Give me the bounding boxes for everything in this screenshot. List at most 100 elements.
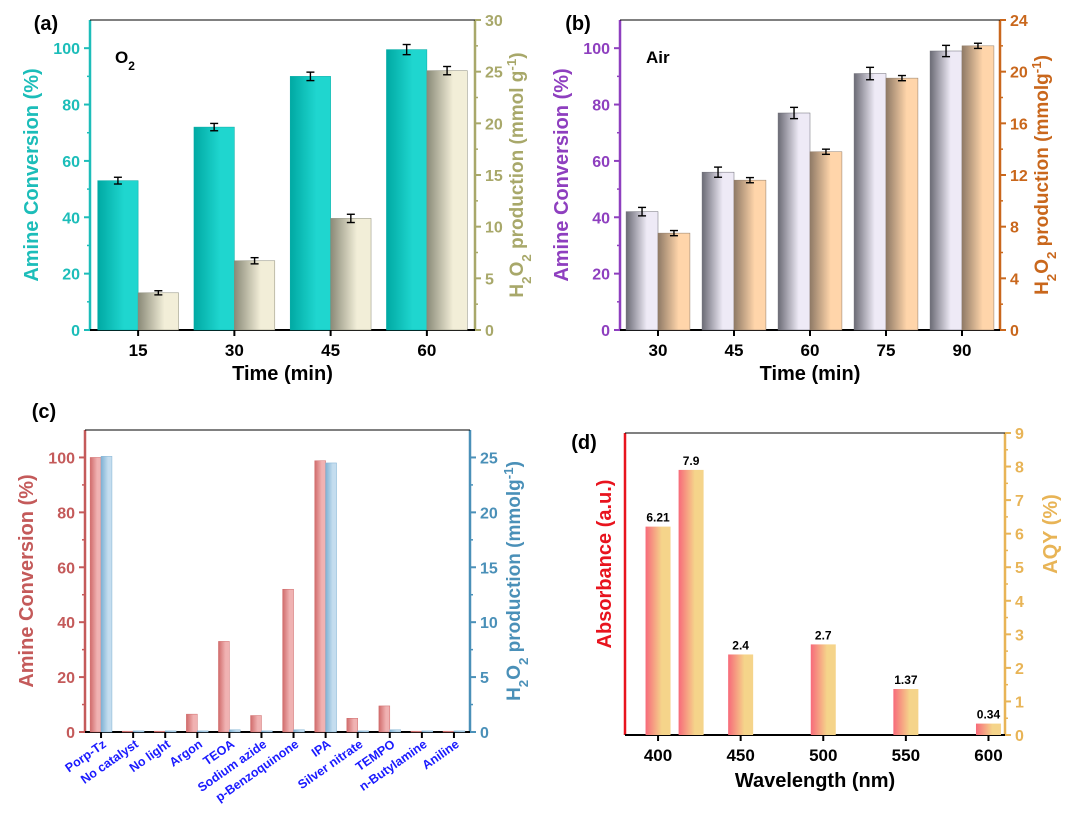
y-tick-label: 40 (62, 210, 80, 227)
x-category-label: Argon (167, 737, 205, 770)
bar-right-b (809, 151, 843, 331)
bar-data-label: 0.34 (977, 708, 1001, 722)
y2-tick-label: 6 (1015, 527, 1024, 544)
bar-left-b (929, 50, 963, 331)
y-axis-label: Amine Conversion (%) (551, 68, 573, 281)
y2-tick-label: 5 (485, 271, 494, 288)
y2-tick-label: 2 (1015, 661, 1024, 678)
panel-label: (a) (34, 13, 58, 35)
y2-axis-label: AQY (%) (1040, 494, 1062, 574)
bar-data-label: 7.9 (683, 454, 700, 468)
bar-left-c (250, 715, 262, 733)
x-tick-label: 45 (321, 341, 340, 360)
panel-label: (c) (32, 401, 56, 423)
y-tick-label: 100 (53, 41, 80, 58)
panel-b: (b) 30 45 60 75 90 0 20 40 60 80 100 0 4 8 12 16 20 24 Amin… (551, 13, 1059, 385)
x-tick-label: 500 (809, 746, 837, 765)
y2-tick-label: 25 (485, 65, 503, 82)
x-tick-label: 450 (726, 746, 754, 765)
x-tick-label: 75 (877, 341, 896, 360)
bar-right-a (137, 292, 179, 331)
y-tick-label: 20 (57, 670, 75, 687)
panel-label: (b) (565, 13, 591, 35)
y-tick-label: 80 (592, 98, 610, 115)
x-tick-label: 60 (801, 341, 820, 360)
x-tick-label: 90 (953, 341, 972, 360)
bar-left-c (218, 641, 230, 733)
bar-right-b (885, 77, 919, 331)
y-tick-label: 20 (592, 267, 610, 284)
bar-right-c (197, 730, 209, 733)
y2-tick-label: 16 (1010, 116, 1028, 133)
bar-right-c (421, 730, 434, 733)
y2-tick-label: 20 (485, 116, 503, 133)
y2-tick-label: 20 (480, 505, 498, 522)
y2-tick-label: 1 (1015, 694, 1024, 711)
bar-data-label: 1.37 (894, 673, 918, 687)
bar-right-c (132, 730, 145, 733)
x-tick-label: 600 (974, 746, 1002, 765)
y-tick-label: 20 (62, 267, 80, 284)
bar-left-b (777, 112, 811, 331)
x-axis-label: Wavelength (nm) (735, 770, 895, 792)
y2-tick-label: 4 (1010, 271, 1019, 288)
y2-axis-label: H2O2 production (mmolg-1) (1029, 55, 1059, 295)
y2-tick-label: 12 (1010, 168, 1028, 185)
bar-left-c (442, 730, 455, 733)
y-tick-label: 0 (71, 323, 80, 340)
x-tick-label: 15 (129, 341, 148, 360)
aqy-bar (645, 526, 671, 735)
y2-tick-label: 8 (1015, 460, 1024, 477)
panel-d: (d) 6.21 7.9 2.4 2.7 1.37 0.34 400 450 500 550 600 0… (571, 426, 1062, 792)
bar-left-b (701, 171, 735, 331)
bar-right-c (325, 462, 337, 733)
y-tick-label: 60 (62, 154, 80, 171)
bar-left-c (410, 730, 423, 733)
bar-right-c (100, 456, 113, 733)
y2-tick-label: 3 (1015, 627, 1024, 644)
y-tick-label: 40 (57, 615, 75, 632)
y-tick-label: 0 (66, 725, 75, 742)
bar-right-a (234, 260, 276, 331)
y2-axis-label: H2O2 production (mmolg-1) (501, 461, 531, 701)
y-tick-label: 40 (592, 210, 610, 227)
bar-data-label: 6.21 (646, 511, 670, 525)
y2-tick-label: 7 (1015, 493, 1024, 510)
y2-axis-label: H2O2 production (mmol g-1) (504, 52, 534, 297)
x-axis-label: Time (min) (760, 363, 861, 385)
x-tick-label: 60 (417, 341, 436, 360)
bar-right-c (293, 729, 305, 733)
bar-left-b (625, 211, 659, 331)
x-tick-label: 550 (892, 746, 920, 765)
bar-right-c (261, 730, 273, 733)
y-tick-label: 100 (48, 450, 75, 467)
bar-left-a (193, 126, 235, 331)
bar-right-a (330, 218, 372, 331)
y2-tick-label: 5 (1015, 560, 1024, 577)
y2-tick-label: 15 (480, 560, 498, 577)
bar-right-c (389, 729, 401, 733)
x-tick-label: 45 (725, 341, 744, 360)
bar-left-c (89, 457, 102, 733)
y2-tick-label: 0 (1010, 323, 1019, 340)
y-tick-label: 100 (583, 41, 610, 58)
aqy-bar (678, 469, 704, 735)
aqy-bar (975, 723, 1001, 735)
x-tick-label: 30 (649, 341, 668, 360)
y2-tick-label: 4 (1015, 594, 1024, 611)
bar-right-a (426, 70, 468, 331)
y-tick-label: 60 (57, 560, 75, 577)
bar-right-b (657, 232, 691, 331)
bar-left-c (314, 460, 326, 733)
bar-left-c (282, 588, 294, 733)
bar-left-b (853, 73, 887, 331)
bar-right-b (961, 45, 995, 331)
y-axis-label: Amine Conversion (%) (21, 68, 43, 281)
bar-left-c (378, 705, 391, 733)
bar-data-label: 2.7 (815, 628, 832, 642)
bar-left-c (186, 713, 198, 733)
bar-right-c (229, 729, 241, 733)
bar-left-a (97, 180, 139, 331)
